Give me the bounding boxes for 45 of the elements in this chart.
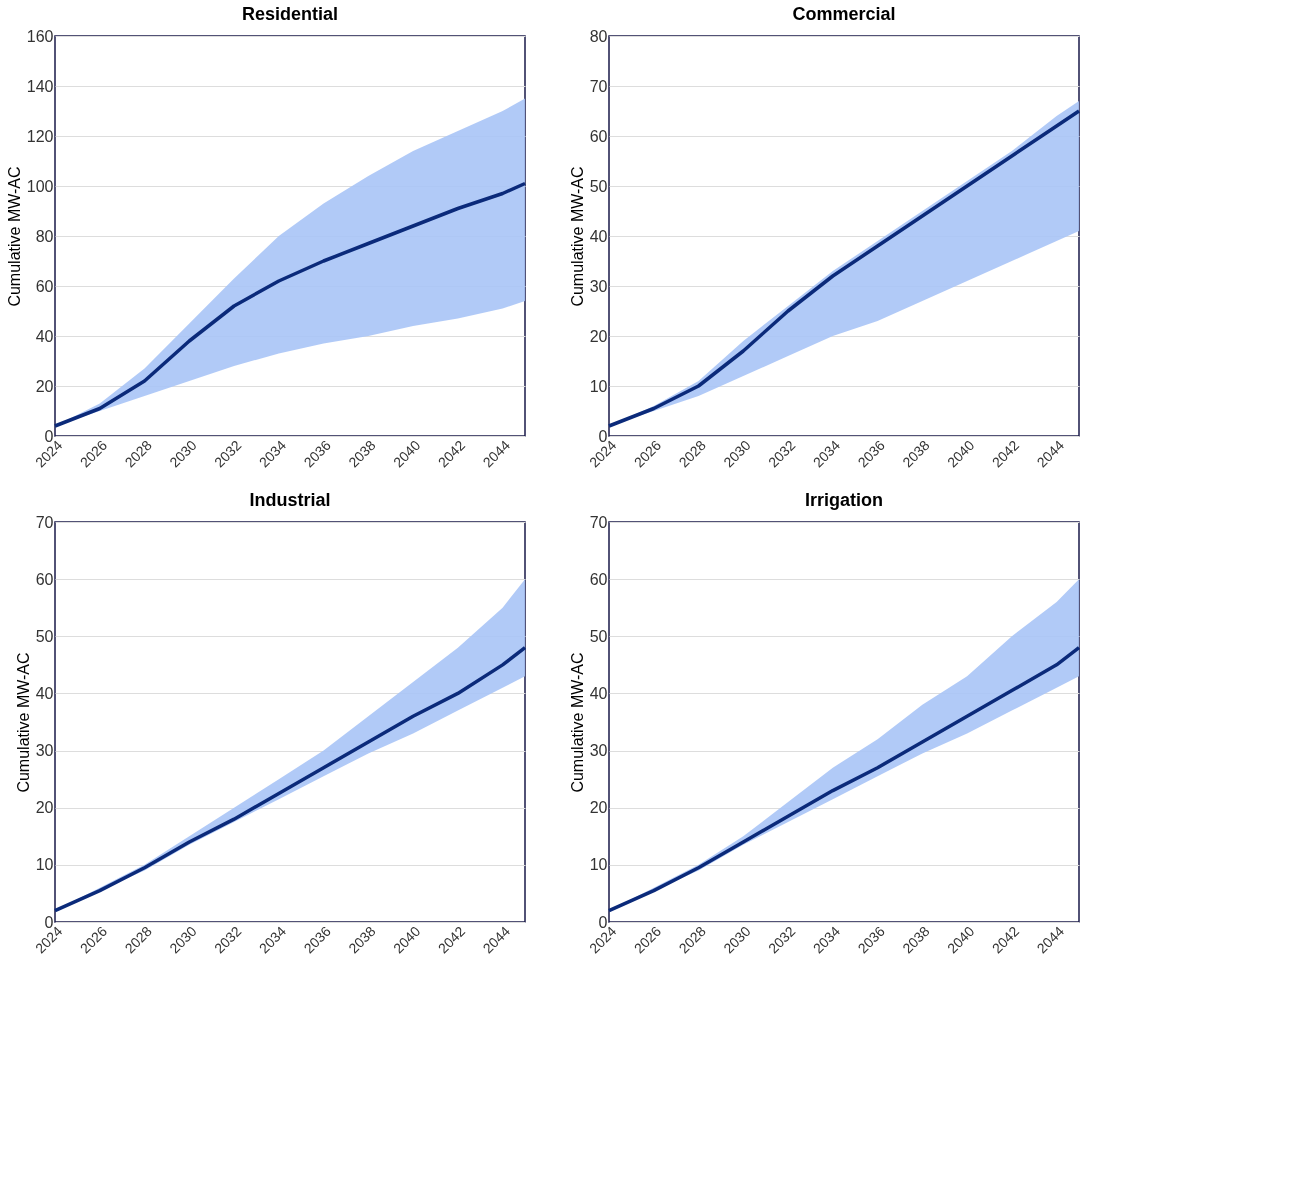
y-tick-label: 50 — [589, 177, 608, 195]
y-axis-title: Cumulative MW-AC — [568, 166, 586, 307]
y-tick-label: 80 — [35, 227, 54, 245]
y-tick-label: 40 — [35, 684, 54, 702]
y-tick-label: 60 — [589, 127, 608, 145]
chart-title: Commercial — [792, 4, 896, 24]
y-tick-label: 30 — [35, 742, 54, 760]
y-tick-label: 50 — [589, 627, 608, 645]
y-tick-label: 80 — [589, 27, 608, 45]
y-tick-label: 20 — [589, 327, 608, 345]
y-tick-label: 0 — [44, 427, 54, 445]
y-tick-label: 60 — [589, 570, 608, 588]
y-tick-label: 10 — [589, 856, 608, 874]
y-tick-label: 40 — [589, 227, 608, 245]
y-axis-title: Cumulative MW-AC — [5, 166, 23, 307]
y-tick-label: 10 — [589, 377, 608, 395]
chart-title: Irrigation — [804, 490, 884, 510]
chart-title: Residential — [241, 4, 339, 24]
y-tick-label: 50 — [35, 627, 54, 645]
y-tick-label: 30 — [589, 742, 608, 760]
y-tick-label: 0 — [598, 913, 608, 931]
y-tick-label: 140 — [26, 77, 54, 95]
y-tick-label: 160 — [26, 27, 54, 45]
line-series — [607, 645, 1081, 913]
y-tick-label: 0 — [598, 427, 608, 445]
y-tick-label: 100 — [26, 177, 54, 195]
y-tick-label: 120 — [26, 127, 54, 145]
y-axis-title: Cumulative MW-AC — [568, 652, 586, 793]
y-tick-label: 70 — [35, 513, 54, 531]
y-axis-title: Cumulative MW-AC — [14, 652, 32, 793]
y-tick-label: 60 — [35, 277, 54, 295]
y-tick-label: 20 — [35, 799, 54, 817]
y-tick-label: 20 — [35, 377, 54, 395]
line-series — [53, 181, 527, 428]
y-tick-label: 70 — [589, 77, 608, 95]
y-tick-label: 30 — [589, 277, 608, 295]
chart-title: Industrial — [249, 490, 331, 510]
y-tick-label: 60 — [35, 570, 54, 588]
y-tick-label: 0 — [44, 913, 54, 931]
y-tick-label: 40 — [589, 684, 608, 702]
line-series — [53, 645, 527, 913]
y-tick-label: 40 — [35, 327, 54, 345]
y-tick-label: 20 — [589, 799, 608, 817]
y-tick-label: 10 — [35, 856, 54, 874]
y-tick-label: 70 — [589, 513, 608, 531]
